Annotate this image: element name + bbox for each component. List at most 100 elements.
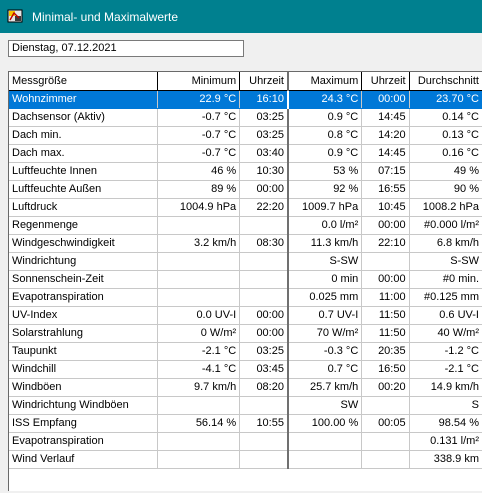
cell-min-time: 10:55 [239,414,289,433]
cell-average: S [409,396,482,415]
cell-minimum: 0 W/m² [157,324,241,343]
table-row[interactable]: Luftfeuchte Innen 46 % 10:30 53 % 07:15 49 % [9,162,482,181]
cell-average: #0.125 mm [409,288,482,307]
cell-max-time [361,252,410,271]
cell-max-time [361,432,410,451]
cell-max-time: 10:45 [361,198,410,217]
cell-min-time [239,396,289,415]
table-row[interactable]: Windgeschwindigkeit 3.2 km/h 08:30 11.3 km/… [9,234,482,253]
cell-maximum: SW [287,396,363,415]
cell-average: 40 W/m² [409,324,482,343]
cell-minimum: 22.9 °C [157,90,241,109]
cell-maximum: 70 W/m² [287,324,363,343]
cell-minimum: 89 % [157,180,241,199]
table-row[interactable]: Wind Verlauf 338.9 km [9,450,482,469]
table-row[interactable]: Windchill -4.1 °C 03:45 0.7 °C 16:50 -2.1 °C [9,360,482,379]
cell-measure: Taupunkt [9,342,159,361]
cell-max-time: 20:35 [361,342,410,361]
cell-maximum: -0.3 °C [287,342,363,361]
table-row[interactable]: Dachsensor (Aktiv) -0.7 °C 03:25 0.9 °C 14:4… [9,108,482,127]
table-row[interactable]: Wohnzimmer 22.9 °C 16:10 24.3 °C 00:00 23.70 … [9,90,482,109]
table-row[interactable]: Regenmenge 0.0 l/m² 00:00 #0.000 l/m² [9,216,482,235]
cell-measure: Dachsensor (Aktiv) [9,108,159,127]
table-row[interactable]: Windrichtung Windböen SW S [9,396,482,415]
cell-min-time: 10:30 [239,162,289,181]
cell-min-time: 22:20 [239,198,289,217]
cell-minimum: -0.7 °C [157,108,241,127]
app-icon [7,9,23,23]
cell-min-time: 00:00 [239,306,289,325]
table-row[interactable]: Windböen 9.7 km/h 08:20 25.7 km/h 00:20 14.9 … [9,378,482,397]
window-title: Minimal- und Maximalwerte [32,10,179,24]
cell-minimum [157,216,241,235]
cell-measure: Windchill [9,360,159,379]
cell-minimum [157,432,241,451]
cell-measure: Dach max. [9,144,159,163]
cell-average: 90 % [409,180,482,199]
table-row[interactable]: Luftdruck 1004.9 hPa 22:20 1009.7 hPa 10:45 1… [9,198,482,217]
cell-measure: Luftdruck [9,198,159,217]
cell-min-time: 03:25 [239,126,289,145]
table-row[interactable]: ISS Empfang 56.14 % 10:55 100.00 % 00:05 98.5… [9,414,482,433]
cell-min-time [239,288,289,307]
cell-minimum: -4.1 °C [157,360,241,379]
cell-average: -1.2 °C [409,342,482,361]
cell-average: 1008.2 hPa [409,198,482,217]
cell-max-time: 16:55 [361,180,410,199]
cell-measure: Luftfeuchte Innen [9,162,159,181]
cell-maximum: 0.0 l/m² [287,216,363,235]
table-row[interactable]: Luftfeuchte Außen 89 % 00:00 92 % 16:55 90 % [9,180,482,199]
cell-minimum: 56.14 % [157,414,241,433]
table-row[interactable]: UV-Index 0.0 UV-I 00:00 0.7 UV-I 11:50 0.6 UV… [9,306,482,325]
cell-minimum [157,450,241,469]
table-row[interactable]: Sonnenschein-Zeit 0 min 00:00 #0 min. [9,270,482,289]
cell-measure: Windrichtung [9,252,159,271]
cell-maximum: 92 % [287,180,363,199]
cell-max-time: 00:05 [361,414,410,433]
cell-minimum: -0.7 °C [157,126,241,145]
cell-average: 0.6 UV-I [409,306,482,325]
cell-max-time: 07:15 [361,162,410,181]
cell-max-time: 11:50 [361,306,410,325]
header-min-time[interactable]: Uhrzeit [239,72,289,91]
title-bar: Minimal- und Maximalwerte [0,0,482,33]
cell-minimum: 3.2 km/h [157,234,241,253]
cell-maximum: 1009.7 hPa [287,198,363,217]
date-field[interactable]: Dienstag, 07.12.2021 [8,40,244,57]
header-minimum[interactable]: Minimum [157,72,241,91]
cell-measure: UV-Index [9,306,159,325]
table-row[interactable]: Dach min. -0.7 °C 03:25 0.8 °C 14:20 0.13 °C [9,126,482,145]
header-maximum[interactable]: Maximum [287,72,363,91]
cell-maximum: 0 min [287,270,363,289]
cell-max-time: 16:50 [361,360,410,379]
table-row[interactable]: Evapotranspiration 0.025 mm 11:00 #0.125 mm [9,288,482,307]
cell-average: #0 min. [409,270,482,289]
table-row[interactable]: Solarstrahlung 0 W/m² 00:00 70 W/m² 11:50 40 … [9,324,482,343]
cell-maximum: 0.9 °C [287,108,363,127]
cell-max-time: 22:10 [361,234,410,253]
cell-minimum: 46 % [157,162,241,181]
cell-max-time: 00:00 [361,270,410,289]
cell-min-time: 03:25 [239,342,289,361]
min-max-grid[interactable]: Messgröße Minimum Uhrzeit Maximum Uhrzei… [8,71,482,491]
table-row[interactable]: Evapotranspiration 0.131 l/m² [9,432,482,451]
cell-minimum: 9.7 km/h [157,378,241,397]
cell-maximum: S-SW [287,252,363,271]
cell-measure: Sonnenschein-Zeit [9,270,159,289]
header-measure[interactable]: Messgröße [9,72,159,91]
cell-measure: Regenmenge [9,216,159,235]
table-row[interactable]: Taupunkt -2.1 °C 03:25 -0.3 °C 20:35 -1.2 °C [9,342,482,361]
cell-minimum [157,270,241,289]
table-row[interactable]: Dach max. -0.7 °C 03:40 0.9 °C 14:45 0.16 °C [9,144,482,163]
cell-max-time [361,450,410,469]
cell-min-time: 03:40 [239,144,289,163]
cell-average: 0.13 °C [409,126,482,145]
cell-maximum: 24.3 °C [287,90,363,109]
cell-average: 14.9 km/h [409,378,482,397]
header-max-time[interactable]: Uhrzeit [361,72,410,91]
cell-average: 0.131 l/m² [409,432,482,451]
table-row[interactable]: Windrichtung S-SW S-SW [9,252,482,271]
cell-average: 23.70 °C [409,90,482,109]
header-average[interactable]: Durchschnitt [409,72,482,91]
cell-measure: Evapotranspiration [9,432,159,451]
